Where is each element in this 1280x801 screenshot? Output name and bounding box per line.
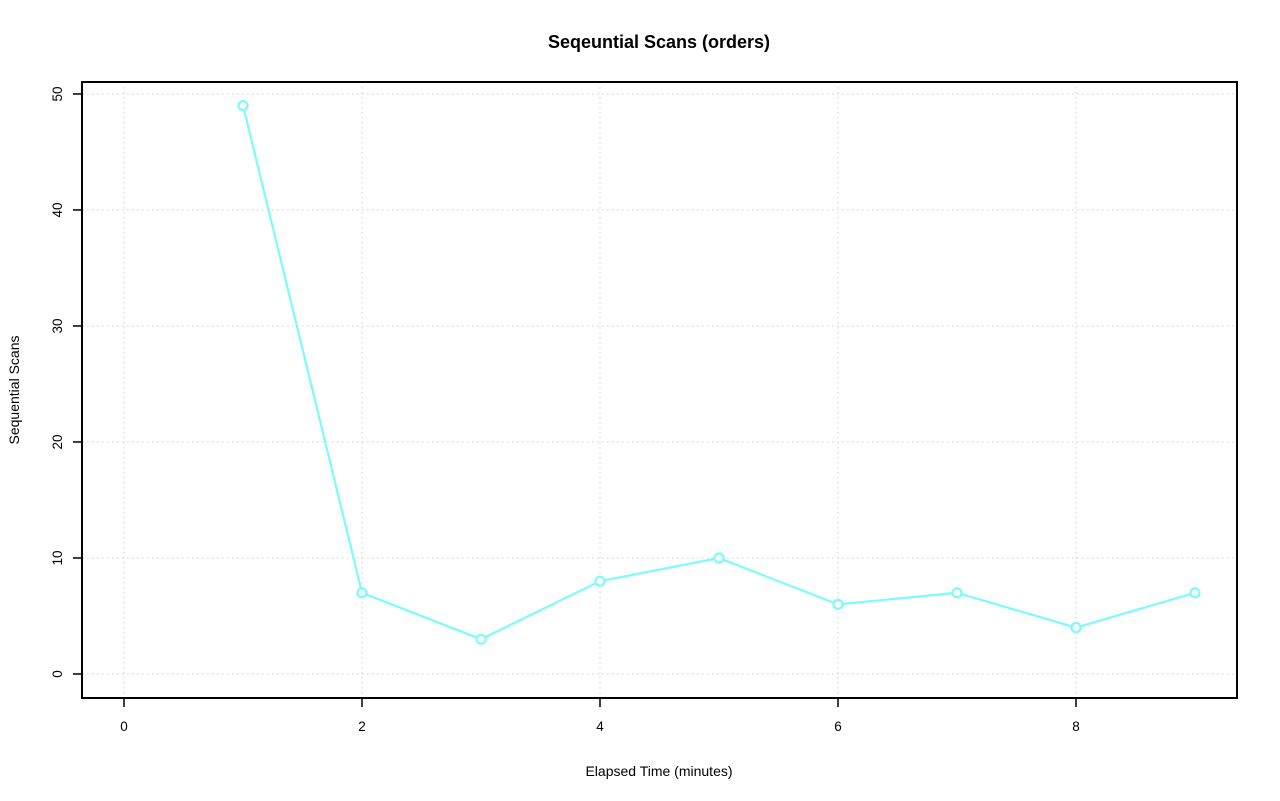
data-point — [1070, 621, 1082, 634]
x-tick-label: 6 — [834, 719, 842, 734]
y-tick-label: 40 — [50, 202, 65, 217]
series-layer — [237, 99, 1201, 645]
chart-title: Seqeuntial Scans (orders) — [548, 32, 770, 52]
y-tick-label: 20 — [50, 434, 65, 449]
x-tick-label: 2 — [358, 719, 366, 734]
y-tick-label: 50 — [50, 86, 65, 101]
data-point — [951, 587, 963, 599]
data-point — [832, 598, 844, 610]
x-tick-label: 8 — [1072, 719, 1080, 734]
data-point — [237, 99, 249, 112]
y-tick-label: 0 — [50, 670, 65, 678]
x-tick-label: 0 — [120, 719, 128, 734]
y-axis-label: Sequential Scans — [6, 336, 22, 445]
grid-layer — [82, 82, 1237, 698]
y-tick-label: 10 — [50, 550, 65, 565]
data-point — [594, 575, 606, 587]
axes-layer: 0 2 4 6 8 0 10 20 30 40 50 — [50, 81, 1238, 734]
y-tick-label: 30 — [50, 318, 65, 333]
data-point — [356, 587, 368, 599]
data-point — [475, 633, 487, 645]
x-tick-label: 4 — [596, 719, 604, 734]
x-axis-label: Elapsed Time (minutes) — [585, 763, 732, 779]
data-point — [1189, 587, 1201, 599]
data-point — [713, 552, 725, 564]
plot-box — [81, 81, 1238, 699]
